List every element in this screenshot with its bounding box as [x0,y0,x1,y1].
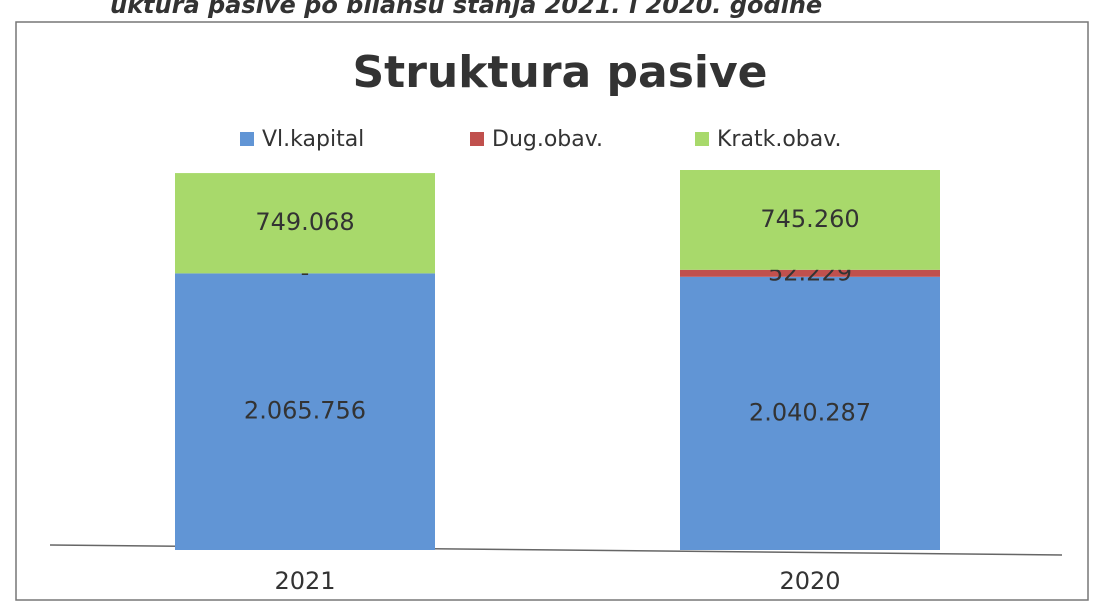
legend-swatch [695,132,709,146]
data-label: 2.065.756 [244,397,366,425]
data-label: 2.040.287 [749,398,871,426]
x-tick-label: 2021 [274,567,335,595]
legend-swatch [470,132,484,146]
legend-label: Dug.obav. [492,127,603,152]
legend-label: Vl.kapital [262,127,364,152]
x-tick-label: 2020 [779,567,840,595]
bar-segment [680,269,940,277]
bar-segment [680,170,940,270]
bar-segment [175,173,435,274]
data-label: 749.068 [255,208,354,236]
legend-swatch [240,132,254,146]
caption: uktura pasive po bilansu stanja 2021. i … [110,0,822,19]
legend-label: Kratk.obav. [717,127,842,152]
bar-segment [680,276,940,550]
chart-title: Struktura pasive [352,47,767,98]
data-label: 745.260 [760,205,859,233]
bar-segment [175,273,435,550]
